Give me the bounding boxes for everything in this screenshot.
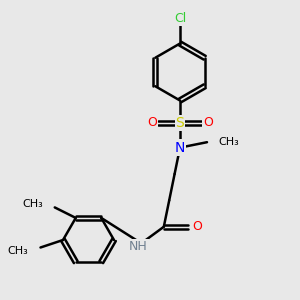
Text: N: N — [175, 141, 185, 154]
Text: CH₃: CH₃ — [8, 245, 29, 256]
Text: Cl: Cl — [174, 11, 186, 25]
Text: O: O — [192, 220, 202, 233]
Text: O: O — [147, 116, 157, 130]
Text: S: S — [176, 116, 184, 130]
Text: CH₃: CH₃ — [218, 137, 239, 147]
Text: CH₃: CH₃ — [22, 200, 43, 209]
Text: O: O — [203, 116, 213, 130]
Text: NH: NH — [129, 240, 148, 253]
